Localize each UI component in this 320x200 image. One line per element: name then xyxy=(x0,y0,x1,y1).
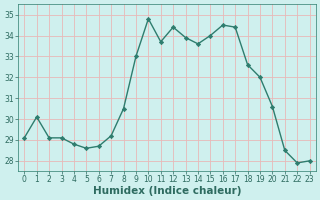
X-axis label: Humidex (Indice chaleur): Humidex (Indice chaleur) xyxy=(93,186,241,196)
